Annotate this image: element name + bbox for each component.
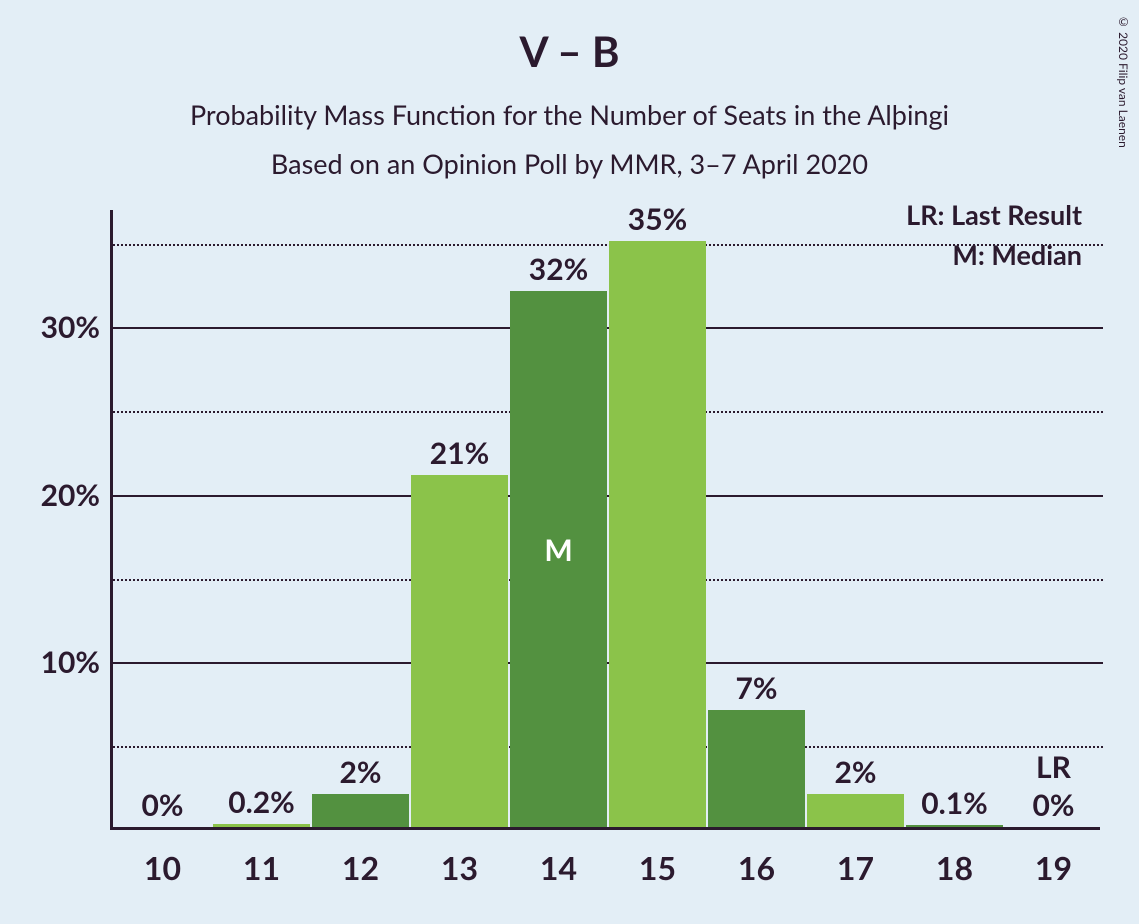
x-axis-label: 16 <box>708 848 805 887</box>
bar-value-label: 0% <box>114 787 211 823</box>
bar: 32%M <box>510 291 607 827</box>
bar: 35% <box>609 241 706 827</box>
y-axis-label: 10% <box>41 644 100 680</box>
bar: 21% <box>411 475 508 827</box>
chart-subtitle-1: Probability Mass Function for the Number… <box>0 98 1139 131</box>
bar-value-label: 32% <box>510 251 607 287</box>
plot-region: 10%20%30%0%100.2%112%1221%1332%M1435%157… <box>110 210 1100 830</box>
x-axis-label: 18 <box>906 848 1003 887</box>
y-axis-label: 20% <box>41 477 100 513</box>
copyright-text: © 2020 Filip van Laenen <box>1116 14 1131 148</box>
last-result-marker: LR <box>1005 749 1102 785</box>
chart-area: 10%20%30%0%100.2%112%1221%1332%M1435%157… <box>110 210 1100 830</box>
bar-value-label: 2% <box>312 754 409 790</box>
chart-subtitle-2: Based on an Opinion Poll by MMR, 3–7 Apr… <box>0 147 1139 180</box>
legend-lr: LR: Last Result <box>906 198 1082 231</box>
bar-value-label: 35% <box>609 201 706 237</box>
bar-value-label: 21% <box>411 435 508 471</box>
bar-value-label: 0.1% <box>906 785 1003 821</box>
x-axis-label: 19 <box>1005 848 1102 887</box>
bar: 2% <box>312 794 409 828</box>
bar-value-label: 0% <box>1005 787 1102 823</box>
bar: 2% <box>807 794 904 828</box>
bar: 0.1% <box>906 825 1003 827</box>
x-axis-label: 14 <box>510 848 607 887</box>
x-axis-label: 11 <box>213 848 310 887</box>
x-axis-label: 17 <box>807 848 904 887</box>
legend-m: M: Median <box>952 238 1082 271</box>
x-axis-label: 13 <box>411 848 508 887</box>
bar-value-label: 2% <box>807 754 904 790</box>
median-marker: M <box>510 532 607 568</box>
bar: 0.2% <box>213 824 310 827</box>
y-axis-label: 30% <box>41 309 100 345</box>
x-axis-label: 15 <box>609 848 706 887</box>
bar-value-label: 7% <box>708 670 805 706</box>
chart-title: V – B <box>0 0 1139 76</box>
bar-value-label: 0.2% <box>213 784 310 820</box>
x-axis-label: 10 <box>114 848 211 887</box>
x-axis-label: 12 <box>312 848 409 887</box>
bar: 7% <box>708 710 805 827</box>
